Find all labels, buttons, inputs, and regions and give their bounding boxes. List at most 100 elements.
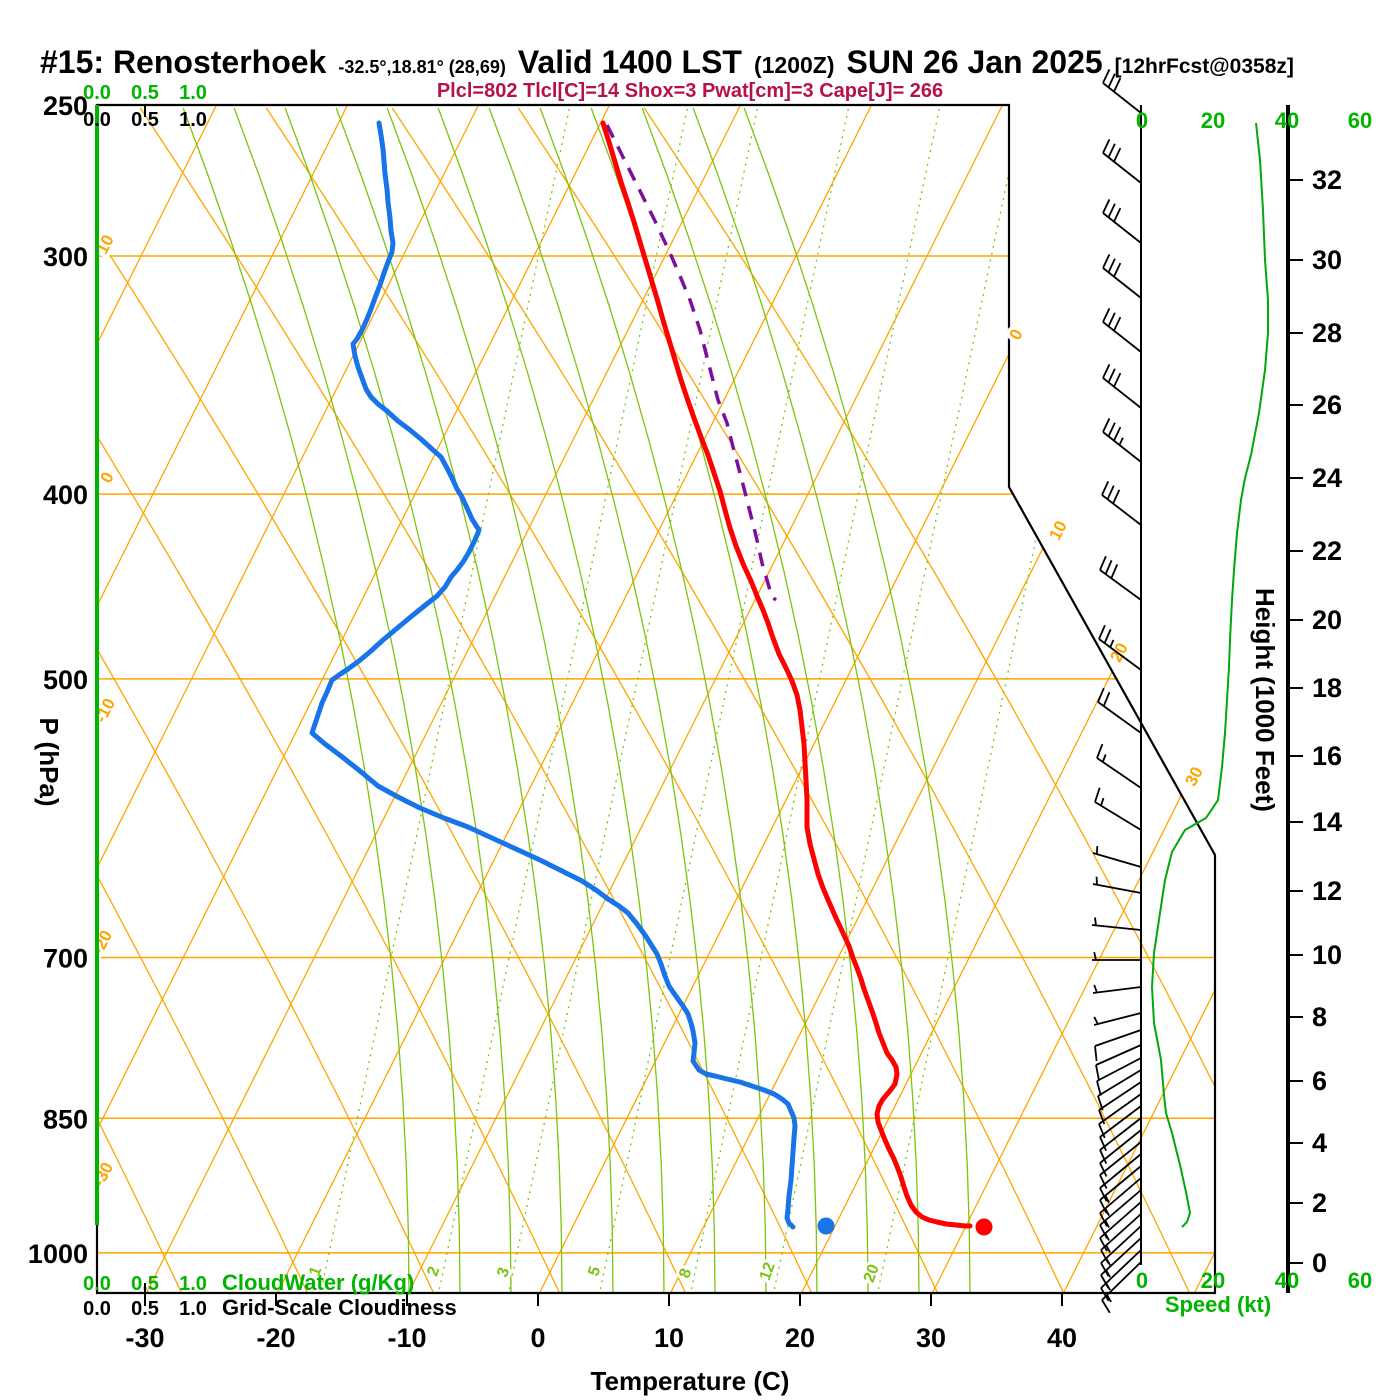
wind-barb-stem: [1100, 1249, 1142, 1289]
mixing-ratio-label: 2: [424, 1264, 443, 1278]
wind-barb-feather: [1095, 1064, 1100, 1080]
wind-barb-stem: [1101, 1261, 1142, 1301]
wind-barb: [1094, 787, 1142, 831]
wind-barb-stem: [1099, 1117, 1142, 1151]
moist-adiabat-line: [233, 107, 461, 1293]
wind-barb-half-feather: [1100, 797, 1105, 806]
wind-barb: [1099, 1117, 1142, 1164]
height-tick-label: 20: [1312, 605, 1342, 635]
wind-barb-feather: [1101, 480, 1110, 496]
temperature-tick-label: 20: [785, 1323, 815, 1353]
pressure-axis-title: P (hPa): [34, 717, 64, 806]
isotherm-label: 30: [1181, 764, 1207, 789]
wind-barb: [1092, 846, 1142, 868]
temperature-tick-label: -30: [125, 1323, 164, 1353]
wind-barb: [1099, 1129, 1142, 1177]
height-tick-label: 2: [1312, 1188, 1327, 1218]
wind-barb-half-feather: [1094, 917, 1097, 926]
moist-adiabat-line: [539, 107, 767, 1293]
isotherm-line: [97, 105, 218, 1293]
cloudwater-scale-top: 1.0: [179, 82, 207, 104]
height-tick-label: 32: [1312, 165, 1342, 195]
temperature-tick-label: -10: [387, 1323, 426, 1353]
speed-scale-bottom-label: 20: [1201, 1268, 1225, 1293]
pressure-tick-label: 1000: [28, 1239, 88, 1269]
height-tick-label: 30: [1312, 245, 1342, 275]
isotherm-label: 0: [96, 469, 117, 486]
mixing-ratio-line: [772, 105, 1024, 1293]
wind-barb-feather: [1113, 372, 1122, 388]
speed-scale-bottom-label: 0: [1136, 1268, 1148, 1293]
isotherm-label: -30: [89, 1159, 117, 1190]
dry-adiabat-line: [97, 107, 310, 1293]
wind-barb: [1095, 1044, 1142, 1080]
dry-adiabat-line: [97, 107, 436, 1293]
isotherm-line: [1061, 105, 1215, 1293]
wind-barb-stem: [1098, 638, 1142, 671]
wind-barb-feather: [1102, 308, 1111, 323]
wind-barb-stem: [1095, 1044, 1142, 1066]
moist-adiabat-line: [386, 107, 614, 1293]
wind-barb: [1092, 952, 1141, 961]
speed-scale-top-label: 60: [1348, 108, 1372, 133]
wind-barb-stem: [1097, 701, 1142, 734]
dry-adiabat-line: [517, 107, 1192, 1293]
pressure-tick-label: 300: [43, 242, 88, 272]
height-tick-label: 8: [1312, 1002, 1327, 1032]
wind-barb-half-feather: [1104, 1208, 1110, 1216]
wind-barb-feather: [1113, 262, 1122, 278]
stability-indices: Plcl=802 Tlcl[C]=14 Shox=3 Pwat[cm]=3 Ca…: [436, 80, 944, 102]
mixing-ratio-line: [507, 105, 759, 1293]
dry-adiabat-line: [391, 107, 1066, 1293]
wind-barb-feather: [1098, 1123, 1106, 1139]
wind-barb-feather: [1101, 1299, 1111, 1314]
wind-barb: [1102, 139, 1142, 184]
wind-barb-half-feather: [1104, 1195, 1110, 1204]
temperature-axis-title: Temperature (C): [591, 1366, 790, 1396]
pressure-tick-label: 500: [43, 665, 88, 695]
temperature-tick-label: 40: [1047, 1323, 1077, 1353]
wind-barb: [1102, 69, 1142, 114]
wind-barb: [1092, 876, 1142, 894]
wind-barb: [1092, 984, 1142, 994]
plot-frame: [95, 103, 1217, 1295]
cloudwater-scale-bottom: 1.0: [179, 1273, 207, 1295]
height-tick-label: 14: [1312, 807, 1342, 837]
wind-barb-feather: [1113, 207, 1122, 223]
wind-barb: [1097, 687, 1142, 734]
height-tick-label: 18: [1312, 673, 1342, 703]
pressure-tick-label: 700: [43, 944, 88, 974]
cloudiness-scale-top: 1.0: [179, 109, 207, 131]
wind-barb-stem: [1098, 1093, 1142, 1125]
height-tick-label: 16: [1312, 741, 1342, 771]
wind-barb-feather: [1099, 1199, 1108, 1214]
background-lines: [97, 105, 1215, 1293]
wind-barb-stem: [1099, 1153, 1142, 1189]
wind-barb-half-feather: [1106, 1294, 1112, 1303]
speed-scale-top-label: 40: [1275, 108, 1299, 133]
wind-barb-half-feather: [1104, 1220, 1110, 1228]
moist-adiabat-line: [692, 107, 920, 1293]
height-tick-label: 0: [1312, 1248, 1327, 1278]
wind-barb: [1099, 555, 1142, 601]
wind-barb-feather: [1107, 143, 1116, 158]
wind-panel: 0246810121416182022242628303200202040406…: [1091, 69, 1372, 1317]
wind-barb: [1093, 1012, 1142, 1026]
wind-barb-feather: [1096, 743, 1104, 759]
wind-barb-feather: [1113, 77, 1122, 93]
wind-barb-feather: [1102, 199, 1111, 214]
wind-barb-feather: [1099, 1174, 1108, 1189]
wind-barb-stem: [1096, 757, 1142, 789]
height-axis-title: Height (1000 Feet): [1250, 588, 1280, 812]
cloudiness-scale-bottom: 1.0: [179, 1298, 207, 1320]
forecast-tag: [12hrFcst@0358z]: [1114, 55, 1294, 78]
wind-barb-half-feather: [1105, 1244, 1111, 1253]
wind-barb: [1101, 480, 1142, 526]
wind-barb-feather: [1107, 368, 1116, 383]
pressure-tick-label: 400: [43, 480, 88, 510]
moist-adiabat-line: [437, 107, 665, 1293]
height-tick-label: 24: [1312, 463, 1342, 493]
dry-adiabat-line: [97, 107, 562, 1293]
